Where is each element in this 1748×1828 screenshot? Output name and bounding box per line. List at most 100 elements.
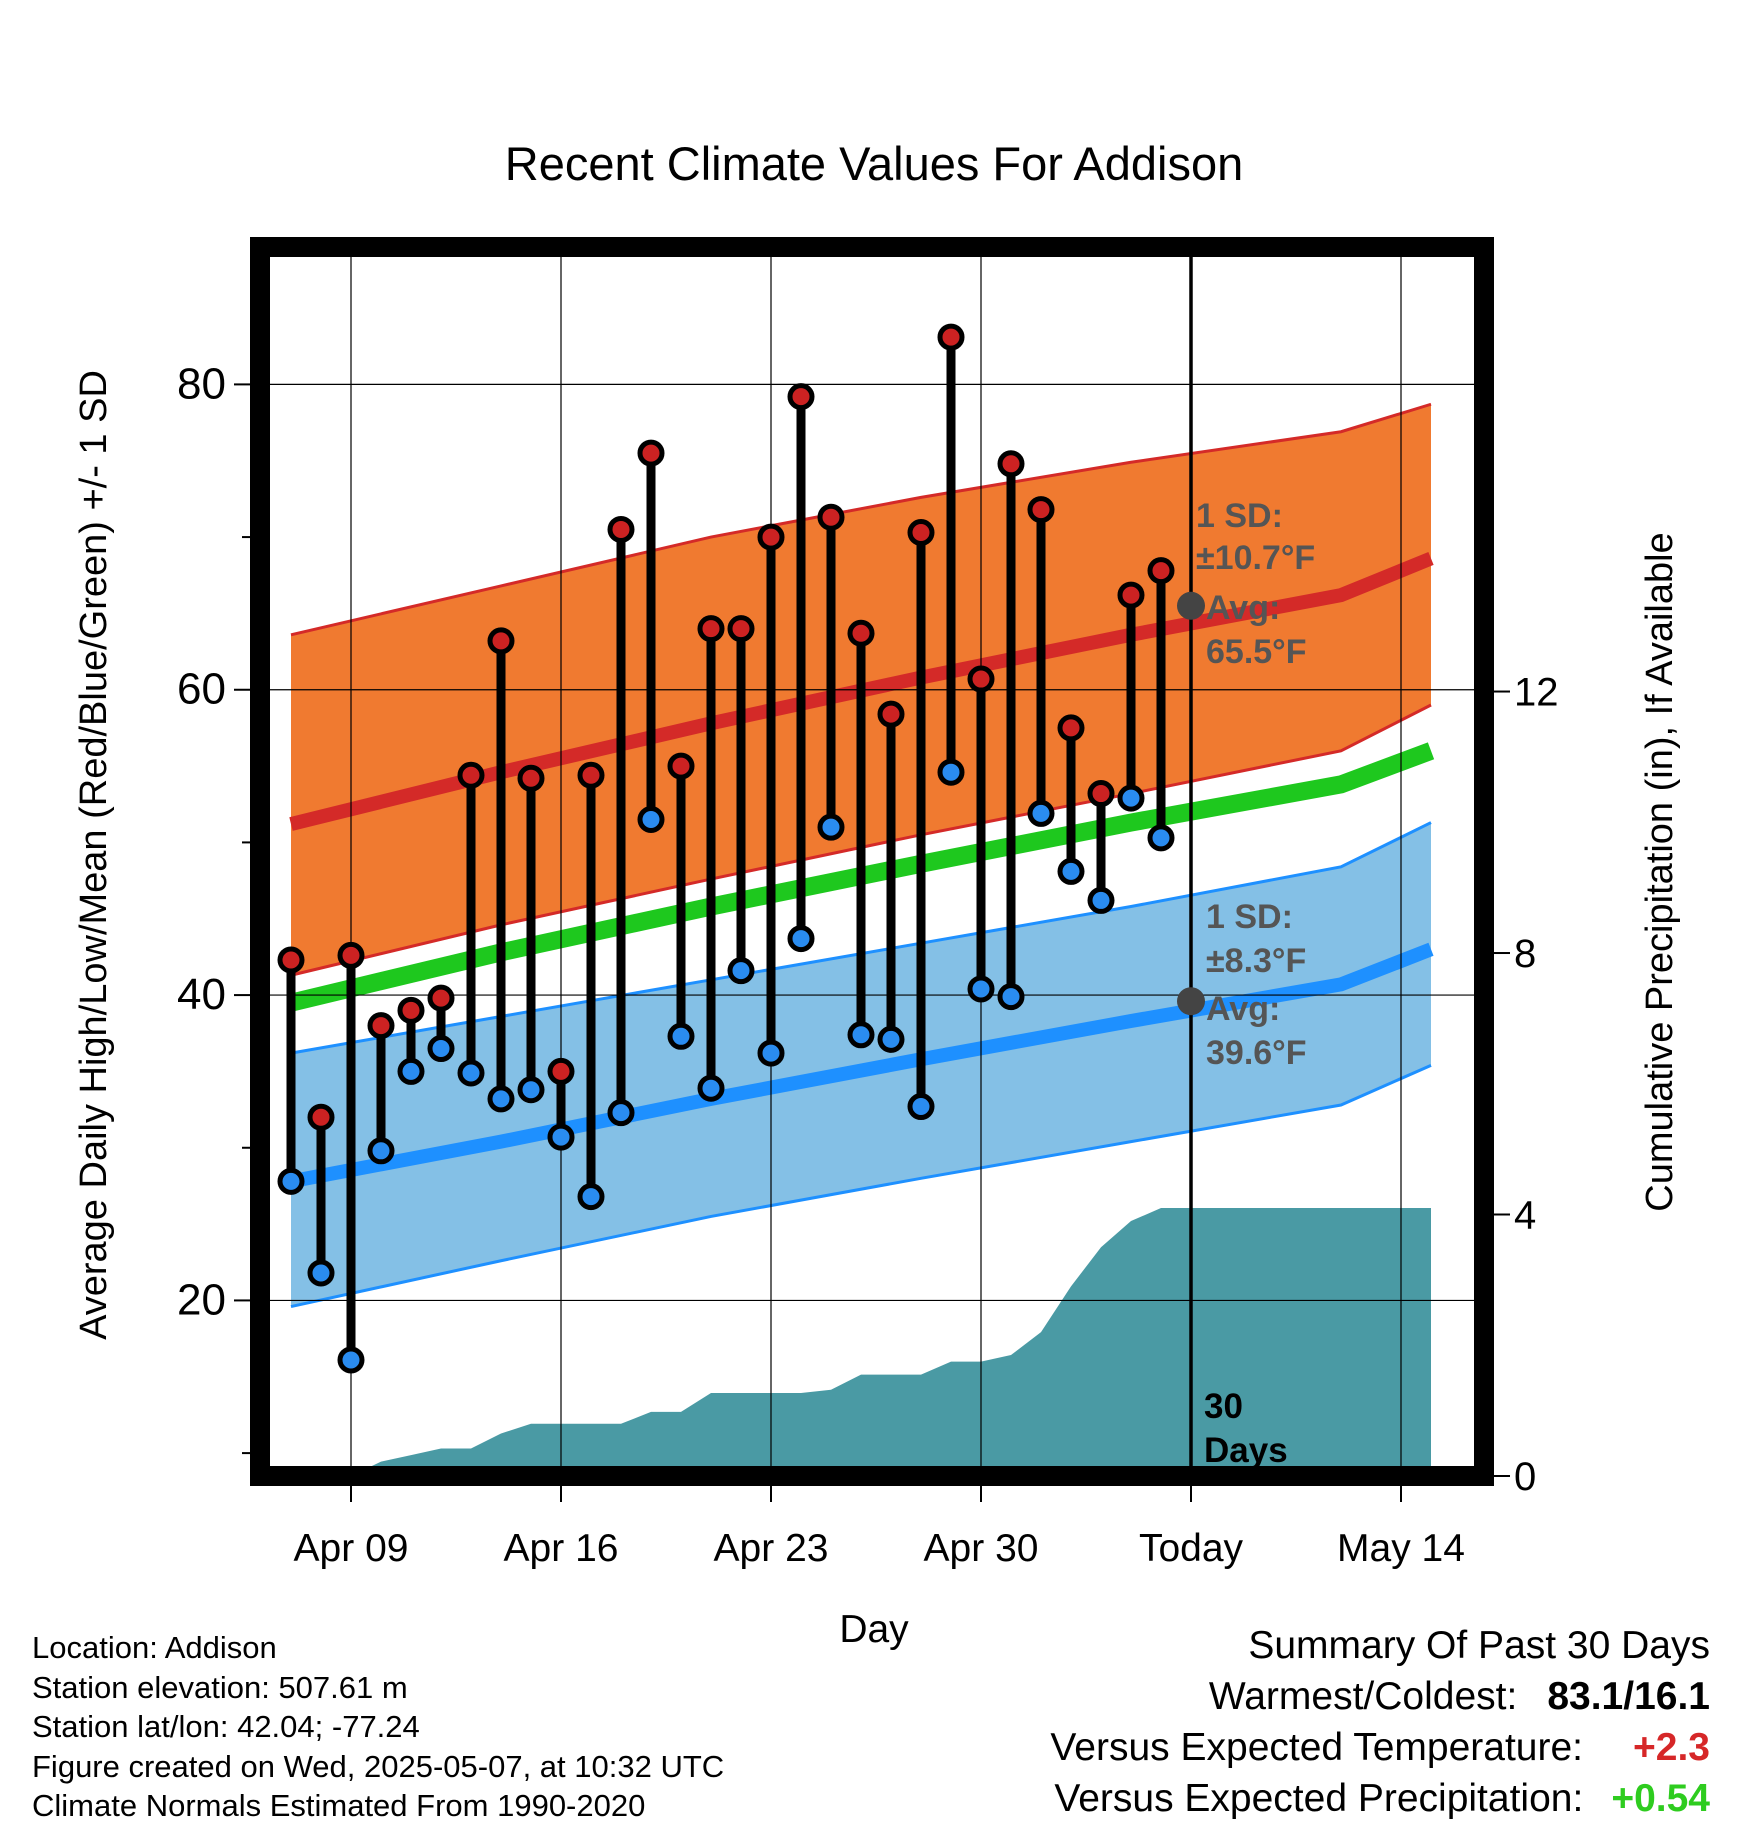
low-point <box>937 758 965 786</box>
elevation-text: Station elevation: 507.61 m <box>32 1669 408 1705</box>
high-point <box>1087 780 1115 808</box>
summary-precip-row: Versus Expected Precipitation: +0.54 <box>1050 1773 1710 1824</box>
low-point <box>307 1259 335 1287</box>
high-point <box>1147 557 1175 585</box>
low-point <box>547 1123 575 1151</box>
low-sd-label: 1 SD: <box>1206 898 1293 936</box>
low-point <box>967 975 995 1003</box>
latlon-text: Station lat/lon: 42.04; -77.24 <box>32 1709 420 1744</box>
high-avg-label: Avg: <box>1206 589 1280 627</box>
warmest-value: 83.1/16.1 <box>1547 1675 1710 1718</box>
days-word: Days <box>1204 1431 1288 1470</box>
high-point <box>397 996 425 1024</box>
low-point <box>757 1039 785 1067</box>
y-right-tick-label: 12 <box>1514 671 1559 715</box>
high-annotation: 1 SD: ±10.7°F Avg: 65.5°F <box>1196 497 1315 671</box>
normals-text: Climate Normals Estimated From 1990-2020 <box>32 1788 646 1823</box>
high-point <box>427 984 455 1012</box>
y-left-tick-label: 40 <box>177 970 226 1019</box>
precip-area <box>321 1207 1431 1476</box>
high-point <box>757 523 785 551</box>
high-point <box>337 941 365 969</box>
low-point <box>877 1025 905 1053</box>
low-point <box>277 1167 305 1195</box>
high-avg-marker <box>1177 591 1205 620</box>
low-point <box>487 1085 515 1113</box>
plot-area: 20 40 60 80 0 4 8 12 Apr 09 Apr 16 Apr 23 Apr 30 Tod… <box>177 237 1559 1570</box>
high-point <box>277 946 305 974</box>
high-sd-value: ±10.7°F <box>1196 539 1315 577</box>
high-point <box>637 439 665 467</box>
low-point <box>607 1099 635 1127</box>
created-text: Figure created on Wed, 2025-05-07, at 10… <box>32 1748 725 1784</box>
y-right-tick-label: 4 <box>1514 1194 1536 1238</box>
low-avg-marker <box>1177 987 1205 1016</box>
low-annotation: 1 SD: ±8.3°F Avg: 39.6°F <box>1206 898 1307 1072</box>
y-left-tick-label: 20 <box>177 1275 226 1324</box>
high-point <box>487 627 515 655</box>
low-point <box>577 1183 605 1211</box>
y-right-tick-label: 8 <box>1514 932 1536 976</box>
high-point <box>727 615 755 643</box>
high-point <box>967 665 995 693</box>
y-left-tick-label: 80 <box>177 359 226 408</box>
low-lower-edge <box>290 1063 1432 1309</box>
low-point <box>1147 824 1175 852</box>
high-point <box>697 615 725 643</box>
temp-label: Versus Expected Temperature: <box>1050 1726 1583 1769</box>
y-right-tick-label: 0 <box>1514 1455 1536 1499</box>
high-point <box>367 1012 395 1040</box>
low-point <box>337 1346 365 1374</box>
high-point <box>1117 581 1145 609</box>
x-tick-label: Apr 16 <box>504 1527 619 1570</box>
x-tick-label: Today <box>1139 1527 1244 1570</box>
high-point <box>457 761 485 789</box>
summary-temp-row: Versus Expected Temperature: +2.3 <box>1050 1722 1710 1773</box>
low-point <box>427 1035 455 1063</box>
y-axis-left-label: Average Daily High/Low/Mean (Red/Blue/Gr… <box>73 370 115 1340</box>
low-point <box>637 806 665 834</box>
low-point <box>697 1074 725 1102</box>
plot-frame <box>250 237 1494 1486</box>
high-avg-value: 65.5°F <box>1206 633 1307 671</box>
x-axis-label: Day <box>839 1608 909 1651</box>
low-point <box>817 813 845 841</box>
low-point <box>727 957 755 985</box>
low-point <box>787 925 815 953</box>
low-point <box>1117 784 1145 812</box>
high-point <box>307 1103 335 1131</box>
low-point <box>397 1057 425 1085</box>
high-point <box>937 323 965 351</box>
low-avg-value: 39.6°F <box>1206 1034 1307 1072</box>
high-point <box>547 1057 575 1085</box>
high-upper-edge <box>290 402 1432 637</box>
high-sd-label: 1 SD: <box>1196 497 1283 535</box>
high-point <box>1027 496 1055 524</box>
low-point <box>997 983 1025 1011</box>
warmest-label: Warmest/Coldest: <box>1208 1675 1518 1718</box>
high-point <box>847 619 875 647</box>
high-point <box>997 450 1025 478</box>
x-tick-label: Apr 23 <box>714 1527 829 1570</box>
plot-content <box>260 247 1484 1476</box>
y-axis-right-label: Cumulative Precipitation (in), If Availa… <box>1639 532 1681 1211</box>
precip-value: +0.54 <box>1611 1777 1710 1820</box>
low-point <box>1027 799 1055 827</box>
low-point <box>1057 857 1085 885</box>
days-annotation: 30 Days <box>1204 1387 1288 1470</box>
high-point <box>607 515 635 543</box>
high-point <box>517 764 545 792</box>
x-tick-label: Apr 09 <box>294 1527 409 1570</box>
low-point <box>847 1021 875 1049</box>
temp-value: +2.3 <box>1633 1726 1710 1769</box>
low-point <box>1087 886 1115 914</box>
low-sd-value: ±8.3°F <box>1206 942 1306 980</box>
low-avg-label: Avg: <box>1206 990 1280 1028</box>
high-point <box>907 518 935 546</box>
low-point <box>457 1059 485 1087</box>
high-point <box>667 752 695 780</box>
low-point <box>517 1076 545 1104</box>
high-point <box>877 700 905 728</box>
precip-label: Versus Expected Precipitation: <box>1054 1777 1584 1820</box>
